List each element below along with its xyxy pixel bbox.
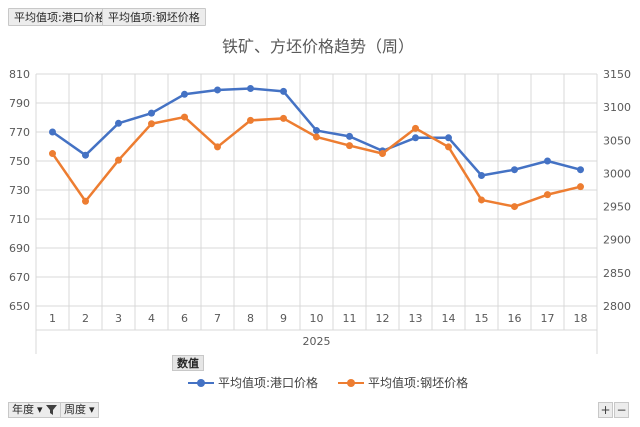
data-point-billet-price xyxy=(412,124,419,132)
legend-swatch-port-price xyxy=(188,378,214,388)
data-point-billet-price xyxy=(346,142,353,150)
data-point-billet-price xyxy=(148,120,155,128)
dropdown-arrow-icon: ▾ xyxy=(89,403,95,416)
legend-label-billet-price: 平均值项:钢坯价格 xyxy=(368,376,469,390)
data-point-port-price xyxy=(313,127,320,135)
y-left-tick-label: 730 xyxy=(9,184,30,197)
expand-field-button[interactable]: + xyxy=(598,402,613,418)
legend-item-port-price[interactable]: 平均值项:港口价格 xyxy=(188,374,318,391)
data-point-port-price xyxy=(280,87,287,95)
dropdown-arrow-icon: ▾ xyxy=(37,403,43,416)
data-point-billet-price xyxy=(544,191,551,199)
data-point-port-price xyxy=(478,172,485,179)
data-point-port-price xyxy=(148,109,155,117)
data-point-port-price xyxy=(577,166,584,174)
data-point-port-price xyxy=(82,151,89,159)
y-right-tick-label: 2950 xyxy=(603,201,631,214)
x-tick-label: 17 xyxy=(541,312,555,325)
x-tick-label: 13 xyxy=(409,312,423,325)
data-point-port-price xyxy=(181,90,188,98)
filter-week-label: 周度 xyxy=(64,403,86,416)
collapse-field-button[interactable]: − xyxy=(614,402,629,418)
data-point-billet-price xyxy=(82,197,89,205)
data-point-billet-price xyxy=(115,156,122,164)
pivot-value-field-billet-price[interactable]: 平均值项:钢坯价格 xyxy=(102,8,206,26)
data-point-billet-price xyxy=(214,143,221,151)
x-tick-label: 8 xyxy=(247,312,254,325)
data-point-port-price xyxy=(412,134,419,142)
data-point-port-price xyxy=(49,128,56,136)
pivot-values-button[interactable]: 数值 xyxy=(172,355,204,371)
y-left-tick-label: 790 xyxy=(9,97,30,110)
x-tick-label: 16 xyxy=(508,312,522,325)
data-point-billet-price xyxy=(49,150,56,158)
x-tick-label: 10 xyxy=(310,312,324,325)
y-right-tick-label: 3150 xyxy=(603,68,631,81)
x-tick-label: 15 xyxy=(475,312,489,325)
pivot-value-field-port-price[interactable]: 平均值项:港口价格 xyxy=(8,8,112,26)
data-point-port-price xyxy=(511,166,518,174)
legend-item-billet-price[interactable]: 平均值项:钢坯价格 xyxy=(338,374,468,391)
x-tick-label: 7 xyxy=(214,312,221,325)
x-tick-label: 2 xyxy=(82,312,89,325)
data-point-port-price xyxy=(544,157,551,165)
filter-week-button[interactable]: 周度 ▾ xyxy=(60,402,99,418)
data-point-billet-price xyxy=(313,133,320,141)
data-point-port-price xyxy=(247,85,254,92)
data-point-port-price xyxy=(445,134,452,142)
filter-year-button[interactable]: 年度 ▾ xyxy=(8,402,61,418)
x-group-label: 2025 xyxy=(303,335,331,348)
x-tick-label: 12 xyxy=(376,312,390,325)
y-right-tick-label: 3100 xyxy=(603,101,631,114)
y-left-tick-label: 650 xyxy=(9,300,30,313)
y-right-tick-label: 2800 xyxy=(603,300,631,313)
data-point-billet-price xyxy=(280,114,287,122)
data-point-port-price xyxy=(115,119,122,127)
x-tick-label: 6 xyxy=(181,312,188,325)
data-point-billet-price xyxy=(511,203,518,211)
x-tick-label: 18 xyxy=(574,312,588,325)
data-point-billet-price xyxy=(247,116,254,124)
y-right-tick-label: 3000 xyxy=(603,167,631,180)
data-point-port-price xyxy=(214,86,221,94)
data-point-port-price xyxy=(346,132,353,140)
y-left-tick-label: 770 xyxy=(9,126,30,139)
x-tick-label: 14 xyxy=(442,312,456,325)
y-left-tick-label: 670 xyxy=(9,271,30,284)
legend-swatch-billet-price xyxy=(338,378,365,388)
y-right-tick-label: 2900 xyxy=(603,234,631,247)
legend-label-port-price: 平均值项:港口价格 xyxy=(218,376,319,390)
y-left-tick-label: 750 xyxy=(9,155,30,168)
data-point-billet-price xyxy=(379,150,386,158)
x-tick-label: 4 xyxy=(148,312,155,325)
x-tick-label: 9 xyxy=(280,312,287,325)
y-left-tick-label: 690 xyxy=(9,242,30,255)
y-right-tick-label: 2850 xyxy=(603,267,631,280)
data-point-billet-price xyxy=(181,113,188,121)
filter-funnel-icon xyxy=(45,405,57,415)
chart-title: 铁矿、方坯价格趋势（周） xyxy=(222,37,414,56)
y-left-tick-label: 810 xyxy=(9,68,30,81)
x-tick-label: 11 xyxy=(343,312,357,325)
y-left-tick-label: 710 xyxy=(9,213,30,226)
filter-year-label: 年度 xyxy=(12,403,34,416)
data-point-billet-price xyxy=(577,183,584,191)
chart-legend: 平均值项:港口价格 平均值项:钢坯价格 xyxy=(188,374,468,391)
data-point-billet-price xyxy=(478,196,485,204)
y-right-tick-label: 3050 xyxy=(603,134,631,147)
data-point-billet-price xyxy=(445,143,452,151)
x-tick-label: 3 xyxy=(115,312,122,325)
x-tick-label: 1 xyxy=(49,312,56,325)
